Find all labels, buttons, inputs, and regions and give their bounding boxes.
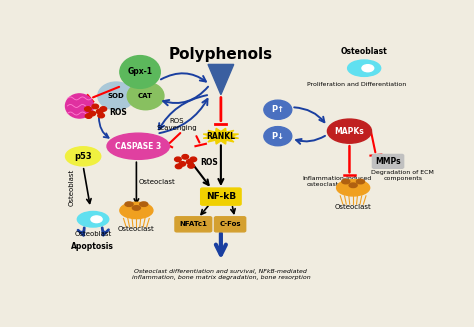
Circle shape [89,111,96,116]
Text: Osteoblast: Osteoblast [341,47,388,56]
Text: ROS: ROS [109,108,127,117]
Circle shape [264,100,292,119]
Text: Degradation of ECM
components: Degradation of ECM components [371,170,434,181]
Ellipse shape [98,82,135,110]
Ellipse shape [107,133,170,159]
Text: P↓: P↓ [271,132,284,141]
Ellipse shape [120,56,160,88]
Ellipse shape [77,212,109,227]
Circle shape [98,113,104,118]
Text: Osteoclast: Osteoclast [118,226,155,232]
Text: Osteoblast: Osteoblast [69,169,75,206]
Ellipse shape [328,119,372,143]
FancyBboxPatch shape [373,154,404,168]
Text: CASPASE 3: CASPASE 3 [115,142,161,151]
Text: MAPKs: MAPKs [335,127,365,136]
Text: P↑: P↑ [271,105,284,114]
Circle shape [92,104,99,109]
Ellipse shape [65,94,93,118]
Ellipse shape [125,202,133,206]
FancyBboxPatch shape [214,217,246,232]
Text: Osteoblast: Osteoblast [74,232,112,237]
Text: Osteoclast: Osteoclast [138,179,175,185]
Circle shape [179,162,186,166]
Text: ROS
Scavenging: ROS Scavenging [156,118,197,131]
Text: Inflammation-induced
osteoclastogenesis: Inflammation-induced osteoclastogenesis [302,176,371,187]
Ellipse shape [132,206,140,210]
Ellipse shape [342,179,350,184]
Ellipse shape [356,179,365,184]
Text: C-Fos: C-Fos [219,221,241,227]
Ellipse shape [127,82,164,110]
Circle shape [186,160,193,164]
Ellipse shape [91,216,102,223]
Ellipse shape [347,60,381,77]
Circle shape [264,127,292,146]
Text: Osteoclast: Osteoclast [335,204,372,210]
Circle shape [175,164,182,169]
Polygon shape [208,64,234,95]
Circle shape [188,164,194,168]
FancyBboxPatch shape [201,188,241,205]
Ellipse shape [362,65,374,72]
Text: MMPs: MMPs [375,157,401,166]
Text: RANKL: RANKL [206,132,236,141]
Ellipse shape [140,202,148,206]
Text: SOD: SOD [108,93,125,99]
Circle shape [190,157,197,162]
Text: Polyphenols: Polyphenols [169,47,273,62]
Ellipse shape [337,180,370,196]
Text: NFATc1: NFATc1 [179,221,207,227]
Ellipse shape [349,183,357,188]
Text: Proliferation and Differentiation: Proliferation and Differentiation [307,82,406,87]
FancyBboxPatch shape [175,217,212,232]
Text: CAT: CAT [138,93,153,99]
Ellipse shape [120,202,153,219]
Circle shape [182,155,189,159]
Circle shape [84,107,91,111]
Text: p53: p53 [74,152,92,161]
Text: Gpx-1: Gpx-1 [128,67,153,77]
Circle shape [100,107,107,111]
Circle shape [96,109,103,114]
Polygon shape [203,128,238,144]
Ellipse shape [65,147,101,166]
Circle shape [174,157,181,162]
Text: Osteoclast differentiation and survival, NFkB-mediated
inflammation, bone matrix: Osteoclast differentiation and survival,… [131,269,310,280]
Circle shape [85,114,92,118]
Text: ROS: ROS [201,158,219,167]
Text: Apoptosis: Apoptosis [71,242,114,251]
Text: NF-kB: NF-kB [206,192,236,201]
